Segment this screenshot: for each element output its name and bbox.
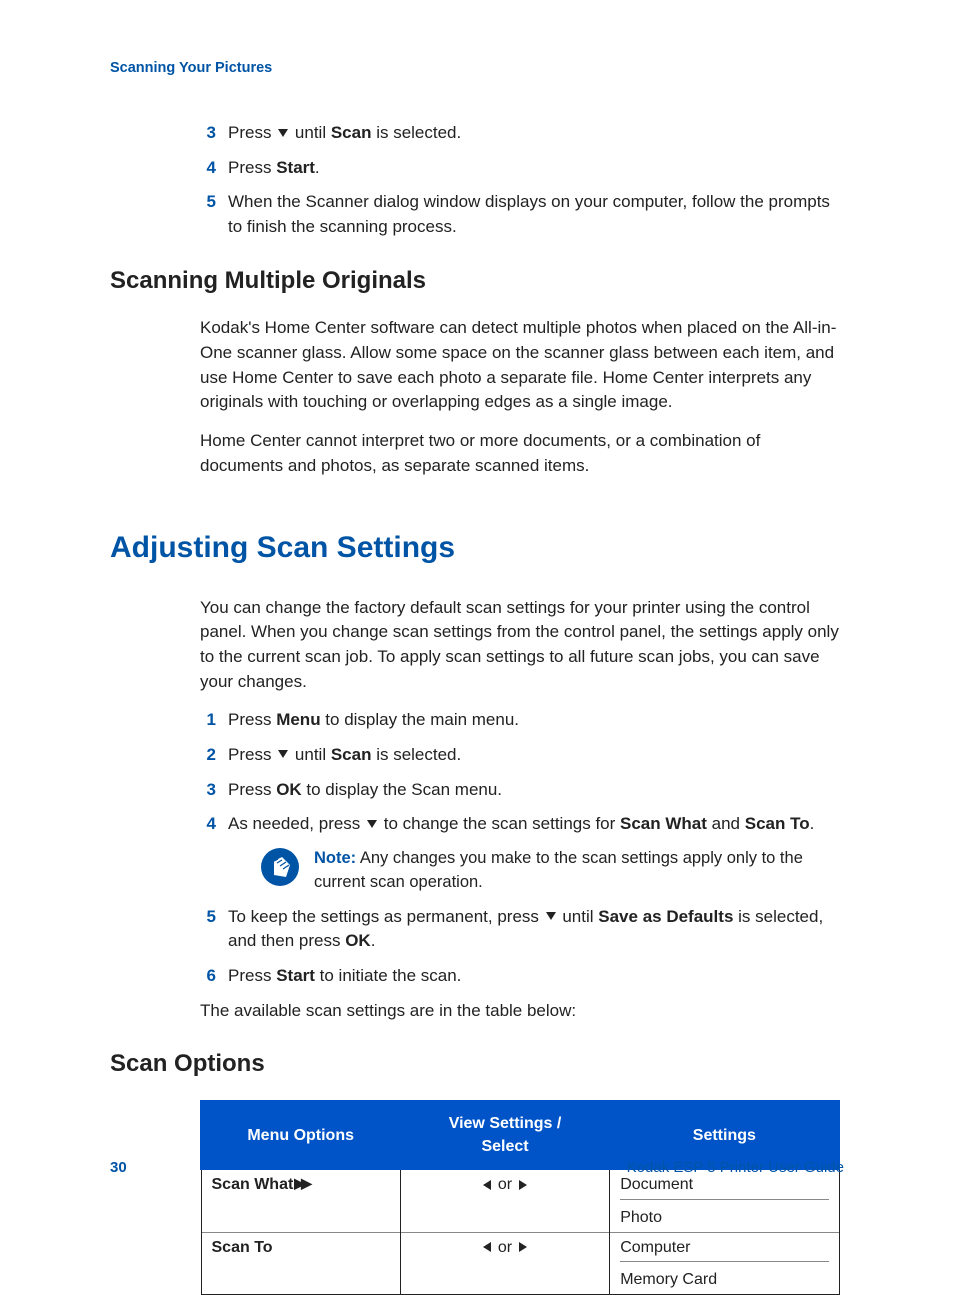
step-number: 5 xyxy=(200,905,216,954)
step-number: 4 xyxy=(200,156,216,181)
left-arrow-icon xyxy=(483,1242,491,1252)
cell-setting: Photo xyxy=(610,1203,839,1233)
down-arrow-icon xyxy=(278,129,288,137)
note-text: Note: Any changes you make to the scan s… xyxy=(314,847,840,895)
guide-title: Kodak ESP 5 Printer User Guide xyxy=(627,1157,844,1179)
step-body: Press Menu to display the main menu. xyxy=(228,708,840,733)
list-item: 3 Press OK to display the Scan menu. xyxy=(200,778,840,803)
heading-smo: Scanning Multiple Originals xyxy=(110,264,844,299)
step-body: Press until Scan is selected. xyxy=(228,121,840,146)
paragraph: Home Center cannot interpret two or more… xyxy=(200,429,840,478)
smo-body: Kodak's Home Center software can detect … xyxy=(200,316,840,478)
page-number: 30 xyxy=(110,1157,127,1179)
list-item: 4 Press Start. xyxy=(200,156,840,181)
cell-view-select: or xyxy=(400,1232,609,1294)
left-arrow-icon xyxy=(483,1180,491,1190)
step-body: Press Start. xyxy=(228,156,840,181)
list-item: 5 When the Scanner dialog window display… xyxy=(200,190,840,239)
step-number: 6 xyxy=(200,964,216,989)
step-body: When the Scanner dialog window displays … xyxy=(228,190,840,239)
list-item: 2 Press until Scan is selected. xyxy=(200,743,840,768)
list-item: 6 Press Start to initiate the scan. xyxy=(200,964,840,989)
list-item: 1 Press Menu to display the main menu. xyxy=(200,708,840,733)
step-body: Press OK to display the Scan menu. xyxy=(228,778,840,803)
step-body: Press until Scan is selected. xyxy=(228,743,840,768)
step-number: 1 xyxy=(200,708,216,733)
right-arrow-icon xyxy=(519,1242,527,1252)
note-hand-icon xyxy=(260,847,300,887)
step-body: Press Start to initiate the scan. xyxy=(228,964,840,989)
step-body: To keep the settings as permanent, press… xyxy=(228,905,840,954)
down-arrow-icon xyxy=(278,750,288,758)
adjust-body: You can change the factory default scan … xyxy=(200,596,840,1024)
section-header: Scanning Your Pictures xyxy=(110,58,844,79)
page-footer: 30 Kodak ESP 5 Printer User Guide xyxy=(110,1157,844,1179)
steps-continuation: 3 Press until Scan is selected. 4 Press … xyxy=(200,121,840,240)
cell-setting: Memory Card xyxy=(610,1265,839,1295)
heading-scanoptions: Scan Options xyxy=(110,1047,844,1082)
paragraph: Kodak's Home Center software can detect … xyxy=(200,316,840,415)
heading-adjust: Adjusting Scan Settings xyxy=(110,526,844,570)
step-number: 2 xyxy=(200,743,216,768)
down-arrow-icon xyxy=(546,912,556,920)
table-row: Scan To or Computer xyxy=(201,1232,839,1265)
list-item: 4 As needed, press to change the scan se… xyxy=(200,812,840,837)
down-arrow-icon xyxy=(367,820,377,828)
note-block: Note: Any changes you make to the scan s… xyxy=(260,847,840,895)
step-number: 4 xyxy=(200,812,216,837)
paragraph: The available scan settings are in the t… xyxy=(200,999,840,1024)
step-number: 3 xyxy=(200,121,216,146)
list-item: 5 To keep the settings as permanent, pre… xyxy=(200,905,840,954)
list-item: 3 Press until Scan is selected. xyxy=(200,121,840,146)
paragraph: You can change the factory default scan … xyxy=(200,596,840,695)
cell-menu-option: Scan To xyxy=(201,1232,400,1294)
note-label: Note: xyxy=(314,849,356,867)
right-arrow-icon xyxy=(519,1180,527,1190)
step-number: 5 xyxy=(200,190,216,239)
cell-setting: Computer xyxy=(610,1232,839,1265)
scan-options-table: Menu Options View Settings /Select Setti… xyxy=(200,1100,840,1295)
step-body: As needed, press to change the scan sett… xyxy=(228,812,840,837)
step-number: 3 xyxy=(200,778,216,803)
